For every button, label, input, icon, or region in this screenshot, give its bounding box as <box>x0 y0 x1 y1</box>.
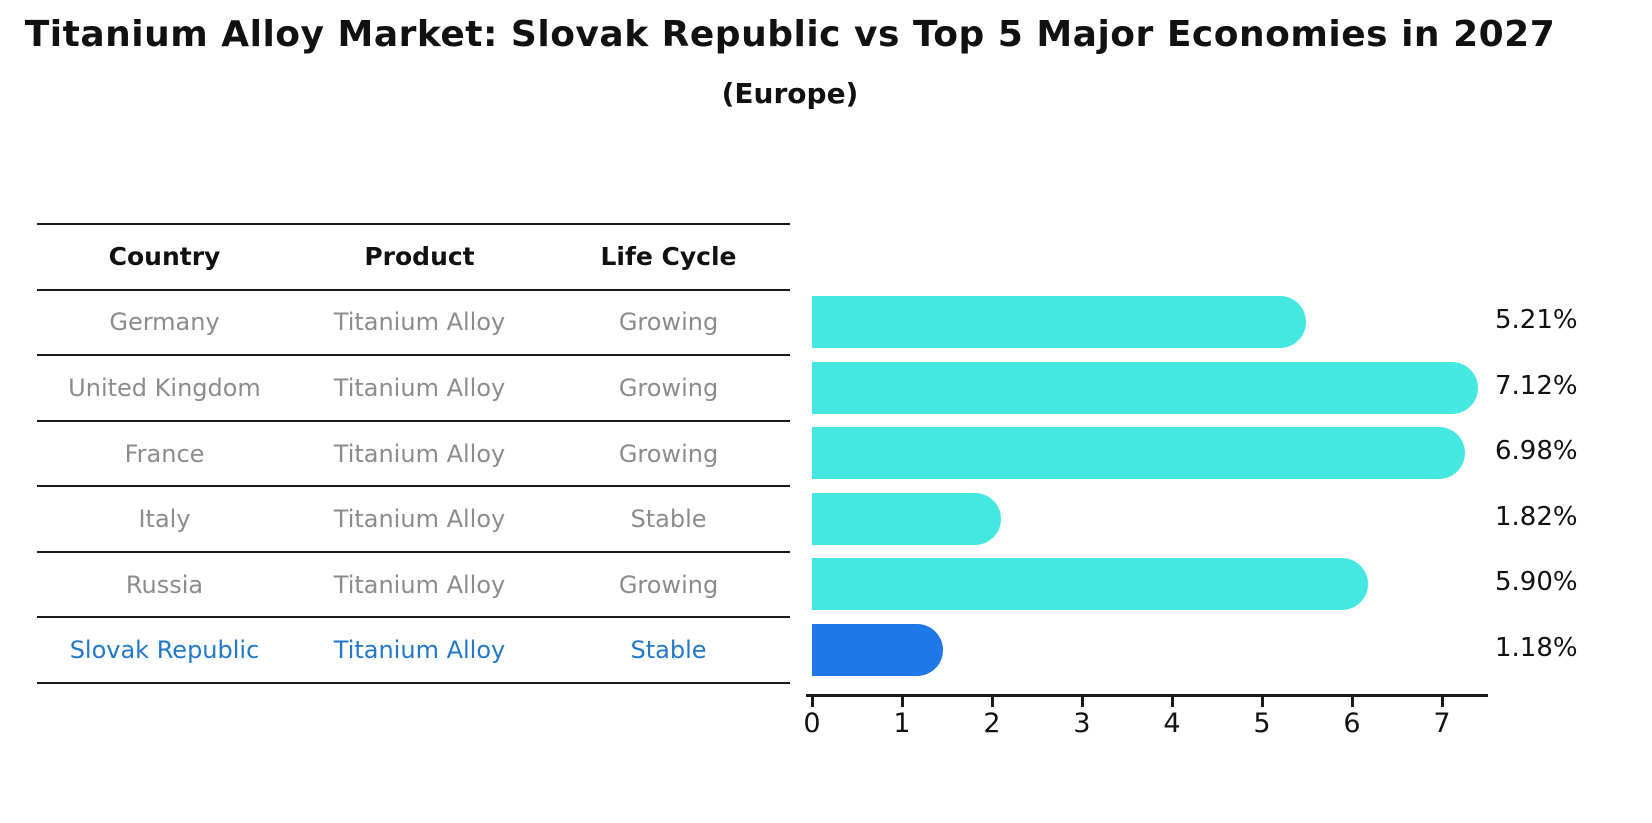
bar <box>812 361 1478 414</box>
x-tick-label: 7 <box>1433 708 1451 739</box>
table-row: Slovak Republic Titanium Alloy Stable <box>37 618 790 685</box>
table-row: Germany Titanium Alloy Growing <box>37 291 790 357</box>
table-cell-life-cycle: Growing <box>618 439 719 468</box>
page-title: Titanium Alloy Market: Slovak Republic v… <box>24 14 1556 55</box>
table-cell-life-cycle: Growing <box>618 570 719 599</box>
table-cell-product: Titanium Alloy <box>333 636 506 665</box>
table-cell-life-cycle: Growing <box>618 373 719 402</box>
table-row: Russia Titanium Alloy Growing <box>37 553 790 619</box>
value-label: 1.82% <box>1495 501 1578 532</box>
bar <box>812 427 1466 480</box>
x-tick <box>1351 697 1354 707</box>
value-label: 5.21% <box>1495 305 1578 335</box>
x-tick <box>1081 697 1084 707</box>
title-block: Titanium Alloy Market: Slovak Republic v… <box>0 0 1580 110</box>
x-axis-line <box>806 694 1488 697</box>
x-tick-label: 0 <box>803 708 821 739</box>
bar <box>812 492 1001 545</box>
table-cell-product: Titanium Alloy <box>333 308 506 337</box>
table-row: Italy Titanium Alloy Stable <box>37 487 790 553</box>
x-tick-label: 1 <box>893 708 911 739</box>
x-tick <box>991 697 994 707</box>
table-cell-country: France <box>124 439 205 468</box>
bar <box>812 558 1368 611</box>
bar <box>812 296 1306 348</box>
column-header-product: Product <box>364 242 475 272</box>
value-label: 7.12% <box>1495 370 1578 401</box>
value-label: 6.98% <box>1495 436 1578 467</box>
bar-highlight <box>812 623 944 676</box>
table-cell-product: Titanium Alloy <box>333 373 506 402</box>
table-header-row: Country Product Life Cycle <box>37 225 790 291</box>
x-tick-label: 4 <box>1163 708 1181 739</box>
x-tick-label: 6 <box>1343 708 1361 739</box>
comparison-table: Country Product Life Cycle Germany Titani… <box>37 223 790 685</box>
table-cell-country: United Kingdom <box>68 373 261 402</box>
table-cell-product: Titanium Alloy <box>333 570 506 599</box>
x-tick-label: 2 <box>983 708 1001 739</box>
x-tick <box>901 697 904 707</box>
table-cell-life-cycle: Growing <box>618 308 719 337</box>
x-tick-label: 5 <box>1253 708 1271 739</box>
x-tick <box>1171 697 1174 707</box>
table-cell-life-cycle: Stable <box>630 505 707 534</box>
value-label: 1.18% <box>1495 632 1578 663</box>
x-tick-label: 3 <box>1073 708 1091 739</box>
table-cell-country: Germany <box>109 308 220 337</box>
table-row: United Kingdom Titanium Alloy Growing <box>37 356 790 422</box>
table-cell-country: Slovak Republic <box>69 636 260 665</box>
table-cell-country: Russia <box>125 570 204 599</box>
x-tick <box>1441 697 1444 707</box>
table-cell-product: Titanium Alloy <box>333 505 506 534</box>
page-subtitle: (Europe) <box>721 77 859 110</box>
table-cell-country: Italy <box>138 505 191 534</box>
column-header-country: Country <box>108 242 221 272</box>
table-cell-product: Titanium Alloy <box>333 439 506 468</box>
table-cell-life-cycle: Stable <box>630 636 707 665</box>
table-row: France Titanium Alloy Growing <box>37 422 790 488</box>
column-header-life-cycle: Life Cycle <box>600 242 737 272</box>
x-tick <box>811 697 814 707</box>
value-label: 5.90% <box>1495 567 1578 598</box>
x-tick <box>1261 697 1264 707</box>
